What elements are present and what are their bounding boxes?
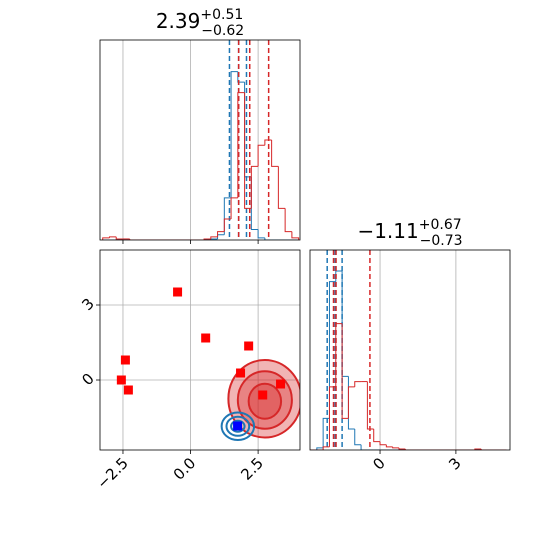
histogram-step (257, 229, 265, 239)
histogram-step (129, 238, 137, 240)
y-tick-label: 0 (78, 370, 97, 389)
histogram-step (322, 446, 330, 450)
histogram-step (341, 271, 349, 377)
panel-frame (309, 249, 511, 451)
histogram-step (404, 448, 412, 450)
histogram-step (328, 281, 336, 419)
panel-frame (99, 39, 301, 241)
histogram-step (230, 197, 238, 219)
title-lower: −0.73 (420, 233, 463, 249)
title-value: −1.11 (357, 219, 418, 243)
point (116, 375, 126, 385)
histogram-step (250, 176, 259, 230)
histogram-step (257, 144, 265, 167)
histogram-step (379, 441, 387, 446)
histogram-step (360, 444, 368, 450)
title-upper: +0.51 (200, 7, 243, 23)
histogram-step (366, 381, 374, 430)
panel (100, 250, 300, 450)
panel-frame (99, 249, 301, 451)
histogram-step (102, 237, 110, 240)
histogram-step (264, 237, 272, 240)
histogram-step (217, 234, 225, 239)
point (120, 355, 130, 365)
histogram-step (217, 231, 225, 237)
y-tick-label: 3 (78, 295, 97, 314)
title-value: 2.39 (156, 9, 201, 33)
x-tick-label: 0.0 (170, 454, 200, 484)
title-lower: −0.62 (201, 23, 244, 39)
histogram-step (354, 428, 362, 446)
point (173, 287, 183, 297)
histogram-step (277, 166, 286, 209)
x-tick-label: 0 (369, 454, 388, 473)
contour (225, 415, 251, 437)
histogram-step (392, 446, 400, 449)
histogram-step (115, 236, 123, 240)
x-tick-label: 2.5 (237, 454, 267, 484)
histogram-step (237, 92, 245, 198)
histogram-step (237, 71, 245, 83)
point (233, 421, 243, 431)
x-tick-label: 3 (445, 454, 464, 473)
point (276, 379, 286, 389)
histogram-step (385, 444, 393, 448)
histogram-step (347, 386, 355, 419)
histogram-step (354, 381, 362, 387)
point (123, 385, 133, 395)
histogram-step (244, 92, 252, 209)
histogram-step (223, 218, 232, 232)
panel (102, 40, 300, 240)
histogram-step (108, 236, 117, 238)
histogram-step (230, 71, 238, 198)
title-upper: +0.67 (419, 217, 462, 233)
point (236, 368, 246, 378)
panel (310, 250, 507, 450)
histogram-step (291, 231, 300, 240)
histogram-step (341, 323, 349, 419)
point (201, 333, 211, 343)
histogram-step (398, 447, 406, 450)
histogram-step (480, 448, 488, 450)
panel-title: −1.11+0.67 −0.73 (357, 217, 462, 249)
x-tick-label: −2.5 (93, 454, 131, 492)
histogram-step (210, 236, 218, 239)
histogram-step (373, 428, 381, 443)
panel-title: 2.39+0.51 −0.62 (156, 7, 244, 39)
point (258, 390, 268, 400)
histogram-step (316, 447, 324, 450)
histogram-step (322, 417, 330, 448)
histogram-step (347, 376, 355, 430)
histogram-step (284, 208, 292, 233)
histogram-step (271, 140, 279, 167)
point (244, 341, 254, 351)
contour (247, 382, 283, 420)
contour (230, 419, 246, 433)
contour (220, 411, 256, 441)
histogram-step (250, 165, 259, 209)
